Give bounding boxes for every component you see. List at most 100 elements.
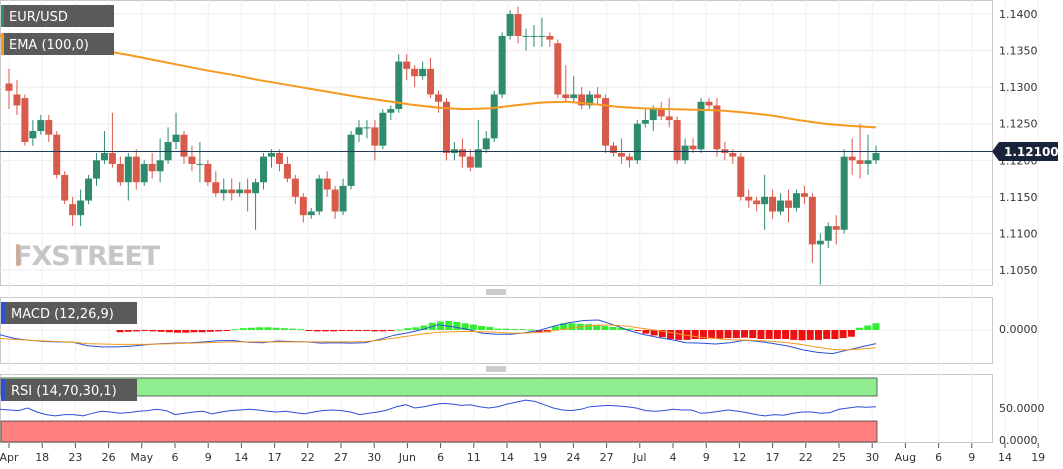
- time-tick-label: 17: [766, 451, 780, 464]
- time-tick-label: 14: [234, 451, 248, 464]
- candle: [641, 109, 649, 128]
- macd-rsi-resize-handle[interactable]: [486, 366, 506, 372]
- candle: [29, 120, 37, 146]
- candle: [53, 131, 61, 179]
- price-tick-label: 1.1250: [999, 118, 1038, 131]
- macd-bar: [190, 330, 198, 333]
- price-tick-label: 1.1400: [999, 8, 1038, 21]
- candle: [212, 171, 220, 197]
- candle: [299, 193, 307, 223]
- time-tick-label: 9: [205, 451, 212, 464]
- macd-bar: [116, 330, 124, 333]
- candle: [267, 149, 275, 168]
- macd-bar: [535, 330, 543, 333]
- time-tick-label: 23: [68, 451, 82, 464]
- macd-bar: [412, 327, 420, 330]
- macd-bar: [297, 329, 305, 331]
- rsi-oversold-band: [0, 420, 878, 443]
- price-macd-resize-handle[interactable]: [486, 289, 506, 295]
- price-tick-label: 1.1350: [999, 45, 1038, 58]
- candle: [132, 149, 140, 190]
- candle: [673, 116, 681, 164]
- rsi-legend[interactable]: RSI (14,70,30,1): [1, 379, 137, 401]
- macd-bar: [478, 325, 486, 330]
- candle: [403, 54, 411, 80]
- ema-line: [0, 34, 877, 129]
- candle: [363, 120, 371, 139]
- time-tick-label: 22: [301, 451, 315, 464]
- candle: [578, 87, 586, 110]
- time-tick-label: May: [130, 451, 153, 464]
- ema-label: EMA (100,0): [9, 38, 89, 53]
- macd-bar: [667, 330, 675, 339]
- macd-bar: [272, 327, 280, 330]
- symbol-legend[interactable]: EUR/USD: [1, 5, 114, 27]
- candle: [800, 185, 808, 205]
- candle: [474, 120, 482, 168]
- candle: [419, 61, 427, 80]
- candle: [753, 196, 761, 212]
- macd-bar: [165, 330, 173, 333]
- time-tick-label: 6: [172, 451, 179, 464]
- candle: [116, 156, 124, 186]
- time-tick-label: 27: [334, 451, 348, 464]
- macd-bar: [198, 330, 206, 333]
- candle: [458, 138, 466, 168]
- time-tick-label: Jul: [632, 451, 646, 464]
- macd-bar: [264, 327, 272, 330]
- macd-bar: [141, 330, 149, 331]
- time-tick-label: 9: [968, 451, 975, 464]
- time-tick-label: 26: [102, 451, 116, 464]
- candle: [594, 87, 602, 106]
- price-tick-label: 1.1300: [999, 81, 1038, 94]
- macd-bar: [609, 326, 617, 330]
- time-tick-label: 30: [865, 451, 879, 464]
- macd-bar: [510, 329, 518, 331]
- macd-bar: [798, 330, 806, 341]
- candle: [283, 156, 291, 183]
- macd-bar: [872, 323, 880, 330]
- time-tick-label: 14: [998, 451, 1012, 464]
- macd-bar: [371, 330, 379, 332]
- macd-histogram: [116, 321, 880, 341]
- macd-bar: [568, 323, 576, 330]
- candle: [85, 174, 93, 205]
- candle: [339, 178, 347, 216]
- candle: [633, 120, 641, 164]
- candle: [785, 189, 793, 223]
- candle: [514, 6, 522, 44]
- time-tick-label: 4: [670, 451, 677, 464]
- candle: [435, 90, 443, 113]
- macd-bar: [420, 325, 428, 330]
- macd-legend[interactable]: MACD (12,26,9): [1, 302, 137, 324]
- candle: [554, 39, 562, 99]
- macd-label: MACD (12,26,9): [11, 307, 114, 322]
- macd-signal-line: [0, 324, 877, 351]
- ema-legend[interactable]: EMA (100,0): [1, 33, 114, 55]
- candle: [307, 207, 315, 219]
- candle: [196, 142, 204, 183]
- rsi-label: RSI (14,70,30,1): [11, 384, 117, 399]
- macd-bar: [642, 330, 650, 334]
- macd-bar: [502, 328, 510, 330]
- macd-bar: [174, 330, 182, 333]
- macd-bar: [149, 330, 157, 332]
- macd-bar: [708, 330, 716, 339]
- candle: [220, 178, 228, 201]
- candle: [411, 65, 419, 88]
- time-tick-label: 18: [35, 451, 49, 464]
- macd-bar: [354, 330, 362, 331]
- macd-bar: [749, 330, 757, 339]
- macd-bar: [461, 323, 469, 330]
- candle: [570, 76, 578, 102]
- time-tick-label: 27: [600, 451, 614, 464]
- macd-bar: [404, 328, 412, 330]
- candle: [538, 17, 546, 47]
- candle: [260, 152, 268, 190]
- candle: [355, 120, 363, 142]
- macd-bar: [856, 327, 864, 330]
- time-tick-label: 24: [566, 451, 580, 464]
- price-tick-label: 1.1150: [999, 191, 1038, 204]
- macd-bar: [757, 330, 765, 339]
